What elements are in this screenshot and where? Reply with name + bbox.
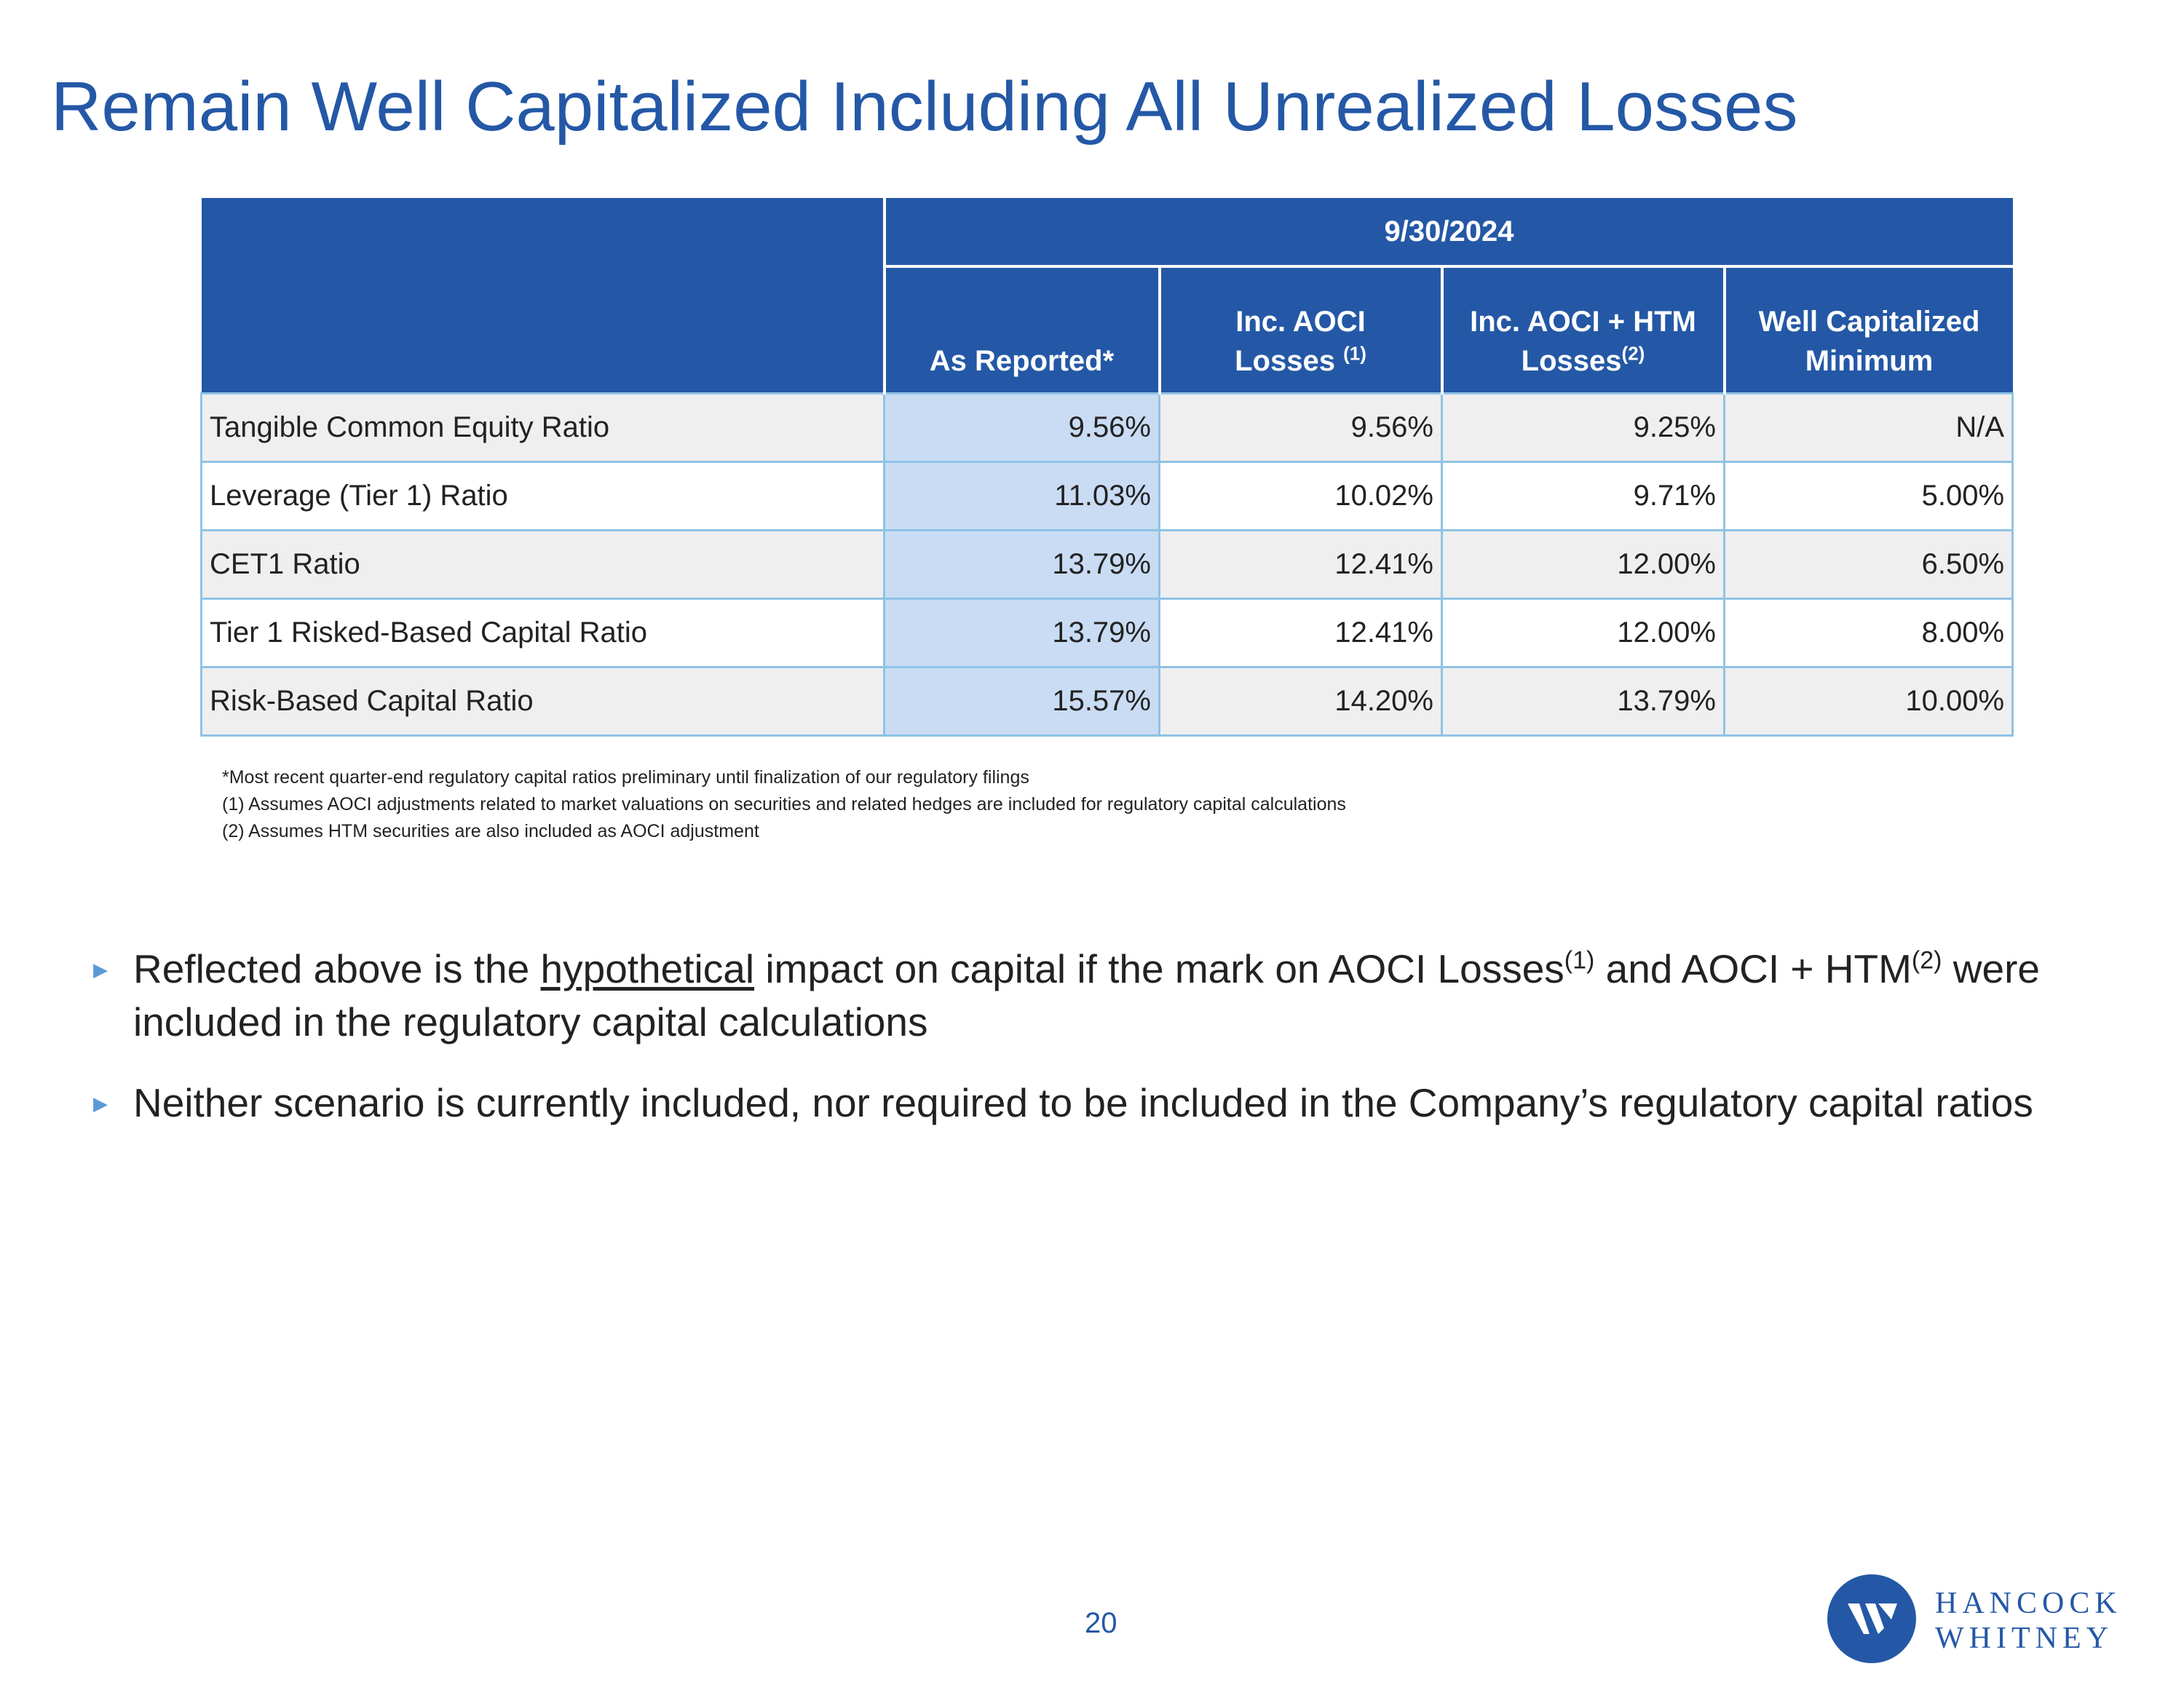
cell-inc-aoci-htm: 12.00%	[1441, 529, 1725, 600]
bullet-arrow-icon: ▶	[93, 1093, 108, 1114]
table-row: Leverage (Tier 1) Ratio 11.03% 10.02% 9.…	[200, 461, 2014, 531]
footnote-1: (1) Assumes AOCI adjustments related to …	[222, 794, 1346, 814]
cell-inc-aoci-htm: 9.25%	[1441, 392, 1725, 463]
page-title: Remain Well Capitalized Including All Un…	[51, 68, 1798, 146]
bullet-arrow-icon: ▶	[93, 959, 108, 980]
cell-as-reported: 11.03%	[883, 461, 1160, 531]
cell-inc-aoci-htm: 13.79%	[1441, 666, 1725, 737]
cell-as-reported: 13.79%	[883, 529, 1160, 600]
row-label: Tier 1 Risked-Based Capital Ratio	[200, 598, 885, 668]
page-number: 20	[1085, 1607, 1117, 1639]
footnote-2: (2) Assumes HTM securities are also incl…	[222, 821, 759, 841]
cell-as-reported: 13.79%	[883, 598, 1160, 668]
row-label: Risk-Based Capital Ratio	[200, 666, 885, 737]
capital-ratios-table: 9/30/2024 As Reported* Inc. AOCI Losses (…	[200, 198, 2014, 737]
footnote-ref: (2)	[1621, 342, 1645, 365]
cell-inc-aoci: 12.41%	[1158, 598, 1443, 668]
column-header-well-capitalized: Well Capitalized Minimum	[1722, 266, 2013, 394]
underlined-word: hypothetical	[540, 946, 755, 991]
column-header-inc-aoci: Inc. AOCI Losses (1)	[1158, 266, 1442, 394]
bullet-item: ▶ Neither scenario is currently included,…	[93, 1080, 2033, 1125]
logo-wordmark: HANCOCK WHITNEY	[1935, 1587, 2122, 1655]
cell-inc-aoci-htm: 12.00%	[1441, 598, 1725, 668]
bullet-list: ▶ Reflected above is the hypothetical imp…	[93, 943, 2102, 1157]
footnote-asterisk: *Most recent quarter-end regulatory capi…	[222, 767, 1029, 788]
cell-inc-aoci: 9.56%	[1158, 392, 1443, 463]
cell-well-capitalized: 8.00%	[1722, 598, 2014, 668]
cell-as-reported: 9.56%	[883, 392, 1160, 463]
table-row: Tangible Common Equity Ratio 9.56% 9.56%…	[200, 392, 2014, 463]
cell-well-capitalized: 5.00%	[1722, 461, 2014, 531]
footnotes: *Most recent quarter-end regulatory capi…	[222, 764, 1346, 845]
bullet-item: ▶ Reflected above is the hypothetical imp…	[93, 946, 2040, 1044]
row-label: Leverage (Tier 1) Ratio	[200, 461, 885, 531]
date-header: 9/30/2024	[882, 198, 2013, 268]
table-row: Tier 1 Risked-Based Capital Ratio 13.79%…	[200, 598, 2014, 668]
cell-inc-aoci: 12.41%	[1158, 529, 1443, 600]
cell-inc-aoci: 14.20%	[1158, 666, 1443, 737]
row-label: Tangible Common Equity Ratio	[200, 392, 885, 463]
cell-inc-aoci-htm: 9.71%	[1441, 461, 1725, 531]
logo-emblem-icon	[1827, 1574, 1916, 1663]
cell-well-capitalized: N/A	[1722, 392, 2014, 463]
footnote-ref: (1)	[1343, 342, 1366, 365]
cell-inc-aoci: 10.02%	[1158, 461, 1443, 531]
cell-as-reported: 15.57%	[883, 666, 1160, 737]
table-row: CET1 Ratio 13.79% 12.41% 12.00% 6.50%	[200, 529, 2014, 600]
table-row: Risk-Based Capital Ratio 15.57% 14.20% 1…	[200, 666, 2014, 737]
cell-well-capitalized: 6.50%	[1722, 529, 2014, 600]
column-header-as-reported: As Reported*	[882, 266, 1160, 394]
column-header-inc-aoci-htm: Inc. AOCI + HTM Losses(2)	[1440, 266, 1725, 394]
table-corner-header	[201, 198, 885, 394]
cell-well-capitalized: 10.00%	[1722, 666, 2014, 737]
row-label: CET1 Ratio	[200, 529, 885, 600]
